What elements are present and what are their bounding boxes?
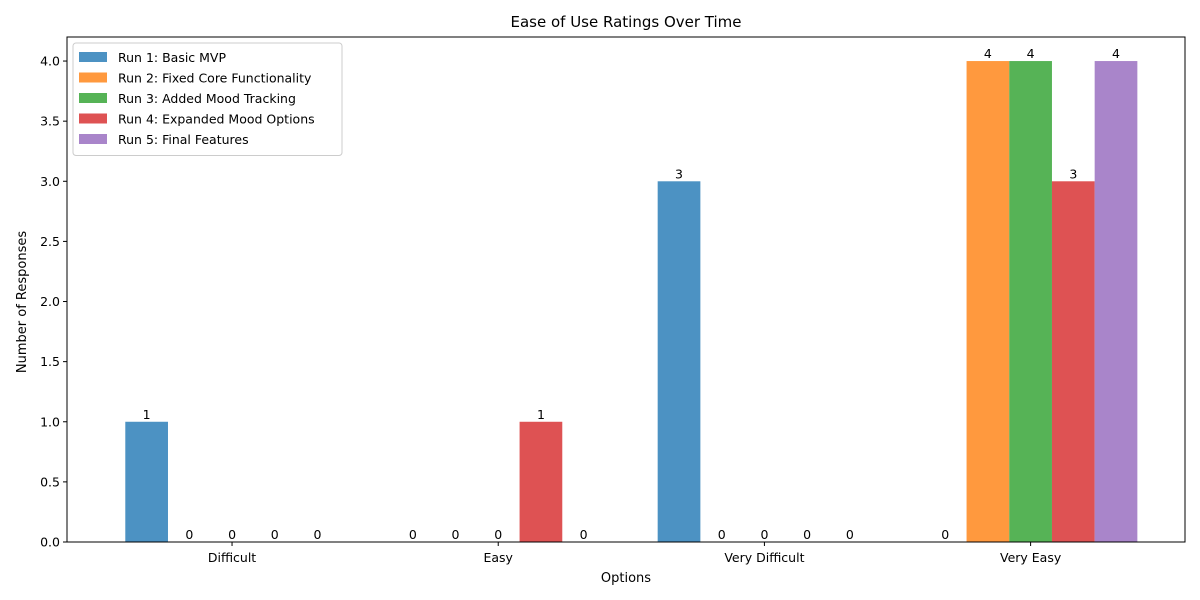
data-label: 0 bbox=[718, 527, 726, 542]
legend-swatch bbox=[79, 72, 107, 83]
data-label: 0 bbox=[271, 527, 279, 542]
x-tick-label: Difficult bbox=[208, 550, 256, 565]
data-labels-layer: 1 0 0 0 0 0 0 0 1 0 3 0 0 0 0 0 4 4 3 4 bbox=[143, 46, 1120, 542]
plot-frame bbox=[66, 36, 1186, 543]
y-tick-label: 4.0 bbox=[40, 54, 60, 69]
bar-1-very-difficult bbox=[657, 181, 701, 543]
legend-swatch bbox=[79, 52, 107, 62]
data-label: 0 bbox=[452, 527, 460, 542]
y-tick-label: 0.0 bbox=[40, 535, 60, 550]
legend-label: Run 1: Basic MVP bbox=[118, 50, 226, 65]
data-label: 1 bbox=[537, 407, 545, 422]
legend-label: Run 2: Fixed Core Functionality bbox=[118, 71, 312, 86]
data-label: 0 bbox=[409, 527, 417, 542]
data-label: 4 bbox=[1112, 46, 1120, 61]
data-label: 0 bbox=[494, 527, 502, 542]
data-label: 0 bbox=[941, 527, 949, 542]
y-tick-label: 1.5 bbox=[40, 354, 60, 369]
data-label: 0 bbox=[580, 527, 588, 542]
bar-5-very-easy bbox=[1094, 61, 1138, 543]
y-tick-label: 3.5 bbox=[40, 114, 60, 129]
legend-label: Run 5: Final Features bbox=[118, 132, 249, 147]
bars-layer bbox=[125, 61, 1138, 543]
x-tick-label: Very Easy bbox=[1000, 550, 1062, 565]
legend-swatch bbox=[79, 134, 107, 144]
data-label: 1 bbox=[143, 407, 151, 422]
legend-label: Run 3: Added Mood Tracking bbox=[118, 91, 296, 106]
legend-swatch bbox=[79, 93, 107, 103]
data-label: 0 bbox=[760, 527, 768, 542]
bar-1-difficult bbox=[125, 421, 168, 542]
data-label: 0 bbox=[228, 527, 236, 542]
data-label: 0 bbox=[313, 527, 321, 542]
data-label: 3 bbox=[675, 166, 683, 181]
data-label: 4 bbox=[984, 46, 992, 61]
data-label: 0 bbox=[803, 527, 811, 542]
chart-title: Ease of Use Ratings Over Time bbox=[511, 13, 742, 31]
data-label: 0 bbox=[846, 527, 854, 542]
x-tick-label: Very Difficult bbox=[724, 550, 804, 565]
legend: Run 1: Basic MVP Run 2: Fixed Core Functi… bbox=[72, 42, 343, 156]
axes-layer: 0.0 0.5 1.0 1.5 2.0 2.5 3.0 3.5 4.0 Difficult Easy… bbox=[40, 36, 1186, 565]
bar-4-very-easy bbox=[1051, 181, 1095, 543]
data-label: 0 bbox=[185, 527, 193, 542]
y-tick-label: 2.5 bbox=[40, 234, 60, 249]
y-tick-label: 2.0 bbox=[40, 294, 60, 309]
bar-4-easy bbox=[519, 421, 563, 542]
data-label: 4 bbox=[1027, 46, 1035, 61]
data-label: 3 bbox=[1069, 166, 1077, 181]
legend-label: Run 4: Expanded Mood Options bbox=[118, 112, 315, 127]
y-tick-label: 0.5 bbox=[40, 474, 60, 489]
bar-3-very-easy bbox=[1009, 61, 1052, 543]
y-tick-label: 1.0 bbox=[40, 414, 60, 429]
legend-box bbox=[72, 42, 343, 156]
y-axis-label: Number of Responses bbox=[15, 231, 30, 373]
x-axis-label: Options bbox=[601, 571, 651, 586]
bar-2-very-easy bbox=[966, 61, 1010, 543]
x-tick-label: Easy bbox=[483, 550, 513, 565]
legend-swatch bbox=[79, 113, 107, 124]
y-tick-label: 3.0 bbox=[40, 174, 60, 189]
